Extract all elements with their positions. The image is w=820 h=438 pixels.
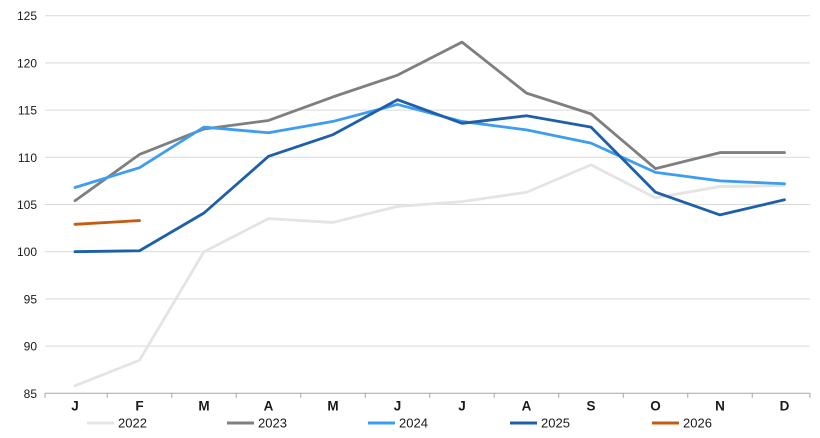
x-axis-label-A-7: A (522, 399, 532, 414)
y-axis-label-115: 115 (18, 104, 37, 118)
legend-label-2026: 2026 (683, 416, 712, 431)
x-axis-label-M-4: M (327, 399, 338, 414)
x-axis-label-A-3: A (264, 399, 274, 414)
x-axis-label-N-10: N (715, 399, 725, 414)
x-axis-label-M-2: M (198, 399, 209, 414)
x-axis-label-J-6: J (458, 399, 466, 414)
y-axis-label-120: 120 (17, 56, 37, 70)
y-axis-label-100: 100 (17, 245, 37, 259)
y-axis-label-105: 105 (17, 198, 37, 212)
x-axis-label-J-5: J (394, 399, 402, 414)
series-line-2025 (73, 98, 786, 254)
series-line-2024 (73, 103, 786, 189)
x-axis-label-S-8: S (586, 399, 595, 414)
series-line-2022 (73, 163, 786, 388)
y-axis-label-90: 90 (24, 340, 38, 354)
y-axis-label-125: 125 (17, 9, 37, 23)
series-line-2026 (73, 219, 141, 226)
x-axis-label-O-9: O (650, 399, 661, 414)
x-axis-label-D-11: D (780, 399, 790, 414)
x-axis-label-F-1: F (135, 399, 143, 414)
legend-label-2022: 2022 (118, 416, 147, 431)
legend-label-2024: 2024 (399, 416, 428, 431)
legend-label-2025: 2025 (541, 416, 570, 431)
y-axis-label-110: 110 (18, 151, 37, 165)
series-line-2023 (73, 40, 786, 203)
y-axis-label-85: 85 (24, 387, 38, 401)
x-axis-label-J-0: J (71, 399, 79, 414)
y-axis-label-95: 95 (24, 292, 38, 306)
legend-label-2023: 2023 (258, 416, 287, 431)
